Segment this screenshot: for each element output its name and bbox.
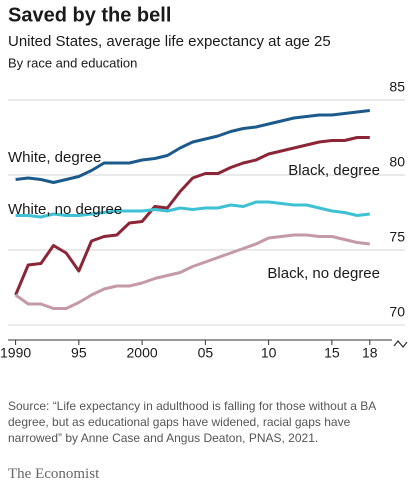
x-tick-label: 05 <box>198 345 214 361</box>
chart-note: By race and education <box>8 55 137 70</box>
x-tick-label: 15 <box>324 345 340 361</box>
y-tick-label: 85 <box>389 79 405 95</box>
series-label: White, no degree <box>8 201 122 218</box>
y-tick-label: 80 <box>389 154 405 170</box>
x-tick-label: 10 <box>261 345 277 361</box>
series-label: Black, no degree <box>267 265 380 282</box>
chart-title: Saved by the bell <box>8 4 171 26</box>
chart-subtitle: United States, average life expectancy a… <box>8 33 331 50</box>
series-label: White, degree <box>8 149 101 166</box>
series-label: Black, degree <box>288 162 380 179</box>
publisher: The Economist <box>8 466 100 482</box>
y-tick-label: 75 <box>389 229 405 245</box>
x-tick-label: 1990 <box>0 345 31 361</box>
series-line <box>15 109 370 184</box>
x-tick-label: 95 <box>71 345 87 361</box>
axis-break <box>392 340 410 348</box>
x-tick-label: 2000 <box>127 345 158 361</box>
y-tick-label: 70 <box>389 304 405 320</box>
series-line <box>14 233 370 310</box>
series-line <box>15 200 370 219</box>
source: Source: “Life expectancy in adulthood is… <box>8 399 376 445</box>
series-line <box>14 136 370 296</box>
x-tick-label: 18 <box>362 345 378 361</box>
